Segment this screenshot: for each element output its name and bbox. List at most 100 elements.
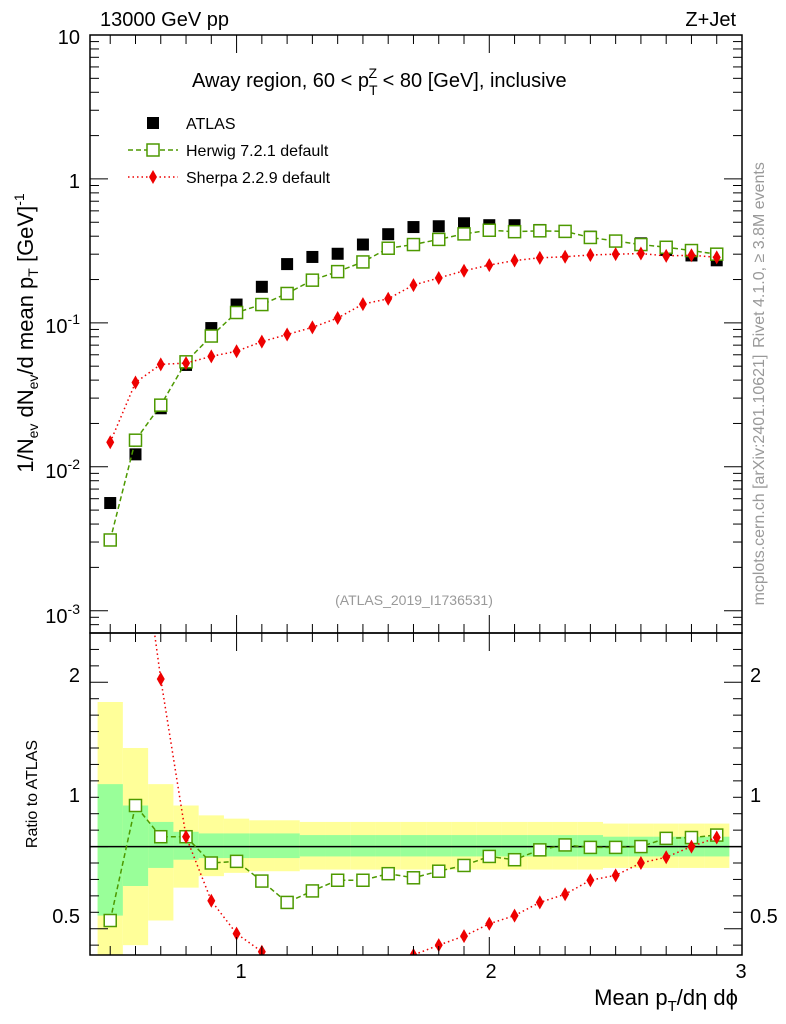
ratio-ticks-layer [90,633,743,955]
ratio-y-tick-label-right: 2 [750,665,761,687]
sherpa-point [283,327,292,342]
ratio-series-layer [103,486,724,985]
sherpa-point [409,278,418,293]
sherpa-point [510,908,519,923]
herwig-point [583,840,598,855]
uncertainty-band-inner [350,835,376,857]
sherpa-point [283,971,291,985]
atlas-data-point [281,258,294,271]
sherpa-point [308,320,317,335]
sherpa-point [182,356,191,371]
y-axis-title: 1/Nev dNev/d mean pT [GeV]-1 [11,193,41,473]
herwig-point [128,798,143,813]
sherpa-point [333,311,342,326]
ratio-frame [89,632,743,956]
herwig-point [330,873,345,887]
sherpa-point [334,971,342,985]
herwig-point [305,273,320,287]
sherpa-point [712,250,721,265]
uncertainty-band-inner [249,833,275,859]
herwig-point [659,831,673,846]
uncertainty-band-inner [198,833,224,859]
herwig-point [608,234,623,248]
sherpa-point [131,486,139,500]
sherpa-point [207,893,216,908]
ratio-plot-panel: 2 1 0.5 2 1 0.5 Ratio to ATLAS 1 2 3 Mea… [24,486,778,1015]
y-tick-label: 1 [69,171,80,193]
sherpa-point [384,971,392,985]
herwig-point [558,838,572,852]
y-tick-label: 10-2 [45,456,80,483]
atlas-data-point [255,280,268,293]
sherpa-point [535,895,544,910]
plot-title: Away region, 60 < pTZ < 80 [GeV], inclus… [192,65,567,98]
herwig-point [103,533,117,547]
herwig-point [381,241,395,255]
herwig-line [109,229,717,541]
atlas-data-point [382,228,395,241]
herwig-point [381,866,395,881]
sherpa-point [485,916,494,931]
herwig-point [103,913,117,928]
sherpa-point [662,248,671,263]
sherpa-point [611,868,620,883]
sherpa-point [106,569,114,583]
legend-label-sherpa: Sherpa 2.2.9 default [186,170,331,187]
sherpa-point [207,349,216,364]
atlas-data-point [458,217,471,230]
sherpa-point [308,971,316,985]
sherpa-point [156,357,165,372]
uncertainty-band-inner [274,833,300,859]
sherpa-point [687,839,696,854]
sherpa-point [586,248,595,263]
main-ticks-layer [90,34,743,634]
atlas-data-point [104,497,117,510]
ratio-y-tick-label: 0.5 [52,906,80,928]
atlas-data-point [407,221,420,234]
process-label: Z+Jet [685,9,736,31]
herwig-point [406,871,421,885]
analysis-watermark: (ATLAS_2019_I1736531) [335,592,493,608]
herwig-point [280,895,294,910]
x-tick-label: 2 [485,961,496,983]
ratio-y-tick-label: 1 [69,785,80,807]
herwig-point [229,854,244,869]
herwig-point [128,433,143,447]
herwig-point [255,874,269,888]
sherpa-point [662,850,671,865]
uncertainty-band-inner [501,835,528,857]
ratio-y-tick-label: 2 [69,665,80,687]
uncertainty-band-inner [375,835,401,857]
uncertainty-band-inner [426,835,452,857]
herwig-point [204,329,219,343]
herwig-point [608,840,623,855]
legend-marker-atlas [147,117,159,129]
herwig-point [356,255,370,269]
atlas-data-point [432,220,445,233]
herwig-point [533,224,547,238]
sherpa-point [384,291,393,306]
ratio-y-axis-title: Ratio to ATLAS [24,740,41,848]
sherpa-point [561,887,570,902]
herwig-point [406,237,421,252]
uncertainty-band-inner [325,835,351,857]
sherpa-point [156,672,165,686]
atlas-data-point [356,238,369,251]
ratio-y-tick-label-right: 1 [750,785,761,807]
legend-label-herwig: Herwig 7.2.1 default [186,143,329,160]
herwig-point [255,297,269,312]
x-axis-title: Mean pT/dη dϕ [594,985,738,1015]
sherpa-point [257,334,266,349]
sherpa-point [182,829,191,844]
herwig-point [507,852,522,867]
herwig-point [533,843,547,857]
legend-marker-herwig [146,143,160,157]
sherpa-point [485,258,494,273]
sherpa-point [434,938,443,953]
herwig-point [280,286,294,301]
legend-label-atlas: ATLAS [186,116,236,133]
x-tick-label: 3 [735,961,746,983]
sherpa-point [510,253,519,268]
sherpa-point [106,435,115,450]
mcplots-label: mcplots.cern.ch [arXiv:2401.10621] [751,355,768,606]
